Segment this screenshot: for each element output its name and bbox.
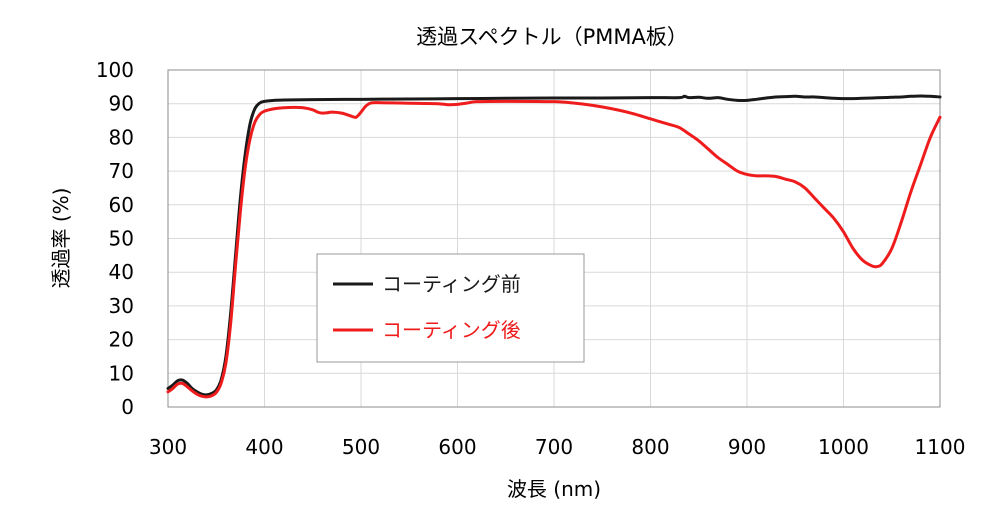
y-tick-label: 80 — [109, 125, 134, 149]
y-tick-label: 60 — [109, 193, 134, 217]
plot-area-frame — [167, 69, 941, 408]
legend-box — [316, 253, 585, 363]
x-axis-title: 波長 (nm) — [507, 477, 601, 501]
x-tick-label: 500 — [342, 435, 380, 459]
x-tick-label: 800 — [631, 435, 669, 459]
x-tick-label: 1100 — [915, 435, 966, 459]
y-axis-title: 透過率 (%) — [49, 188, 73, 289]
x-tick-label: 600 — [438, 435, 476, 459]
x-tick-label: 900 — [728, 435, 766, 459]
y-tick-label: 90 — [109, 92, 134, 116]
y-tick-label: 40 — [109, 260, 134, 284]
y-tick-label: 30 — [109, 294, 134, 318]
series-line-2 — [166, 99, 942, 399]
y-tick-label: 70 — [109, 159, 134, 183]
tick-labels: 0 10 20 30 40 50 60 70 80 90 100 300 400 500 600 700 800… — [96, 58, 966, 459]
x-tick-label: 1000 — [818, 435, 869, 459]
chart-title: 透過スペクトル（PMMA板） — [416, 25, 688, 49]
y-tick-label: 100 — [96, 58, 134, 82]
legend-label-series-2: コーティング後 — [382, 318, 521, 342]
y-tick-label: 10 — [109, 361, 134, 385]
y-tick-label: 20 — [109, 328, 134, 352]
y-tick-label: 0 — [121, 395, 134, 419]
legend-label-series-1: コーティング前 — [382, 272, 521, 296]
legend: コーティング前 コーティング後 — [316, 253, 585, 363]
x-tick-label: 300 — [149, 435, 187, 459]
x-tick-label: 400 — [245, 435, 283, 459]
series-lines — [166, 94, 942, 399]
x-tick-label: 700 — [535, 435, 573, 459]
grid — [168, 70, 940, 407]
y-tick-label: 50 — [109, 227, 134, 251]
